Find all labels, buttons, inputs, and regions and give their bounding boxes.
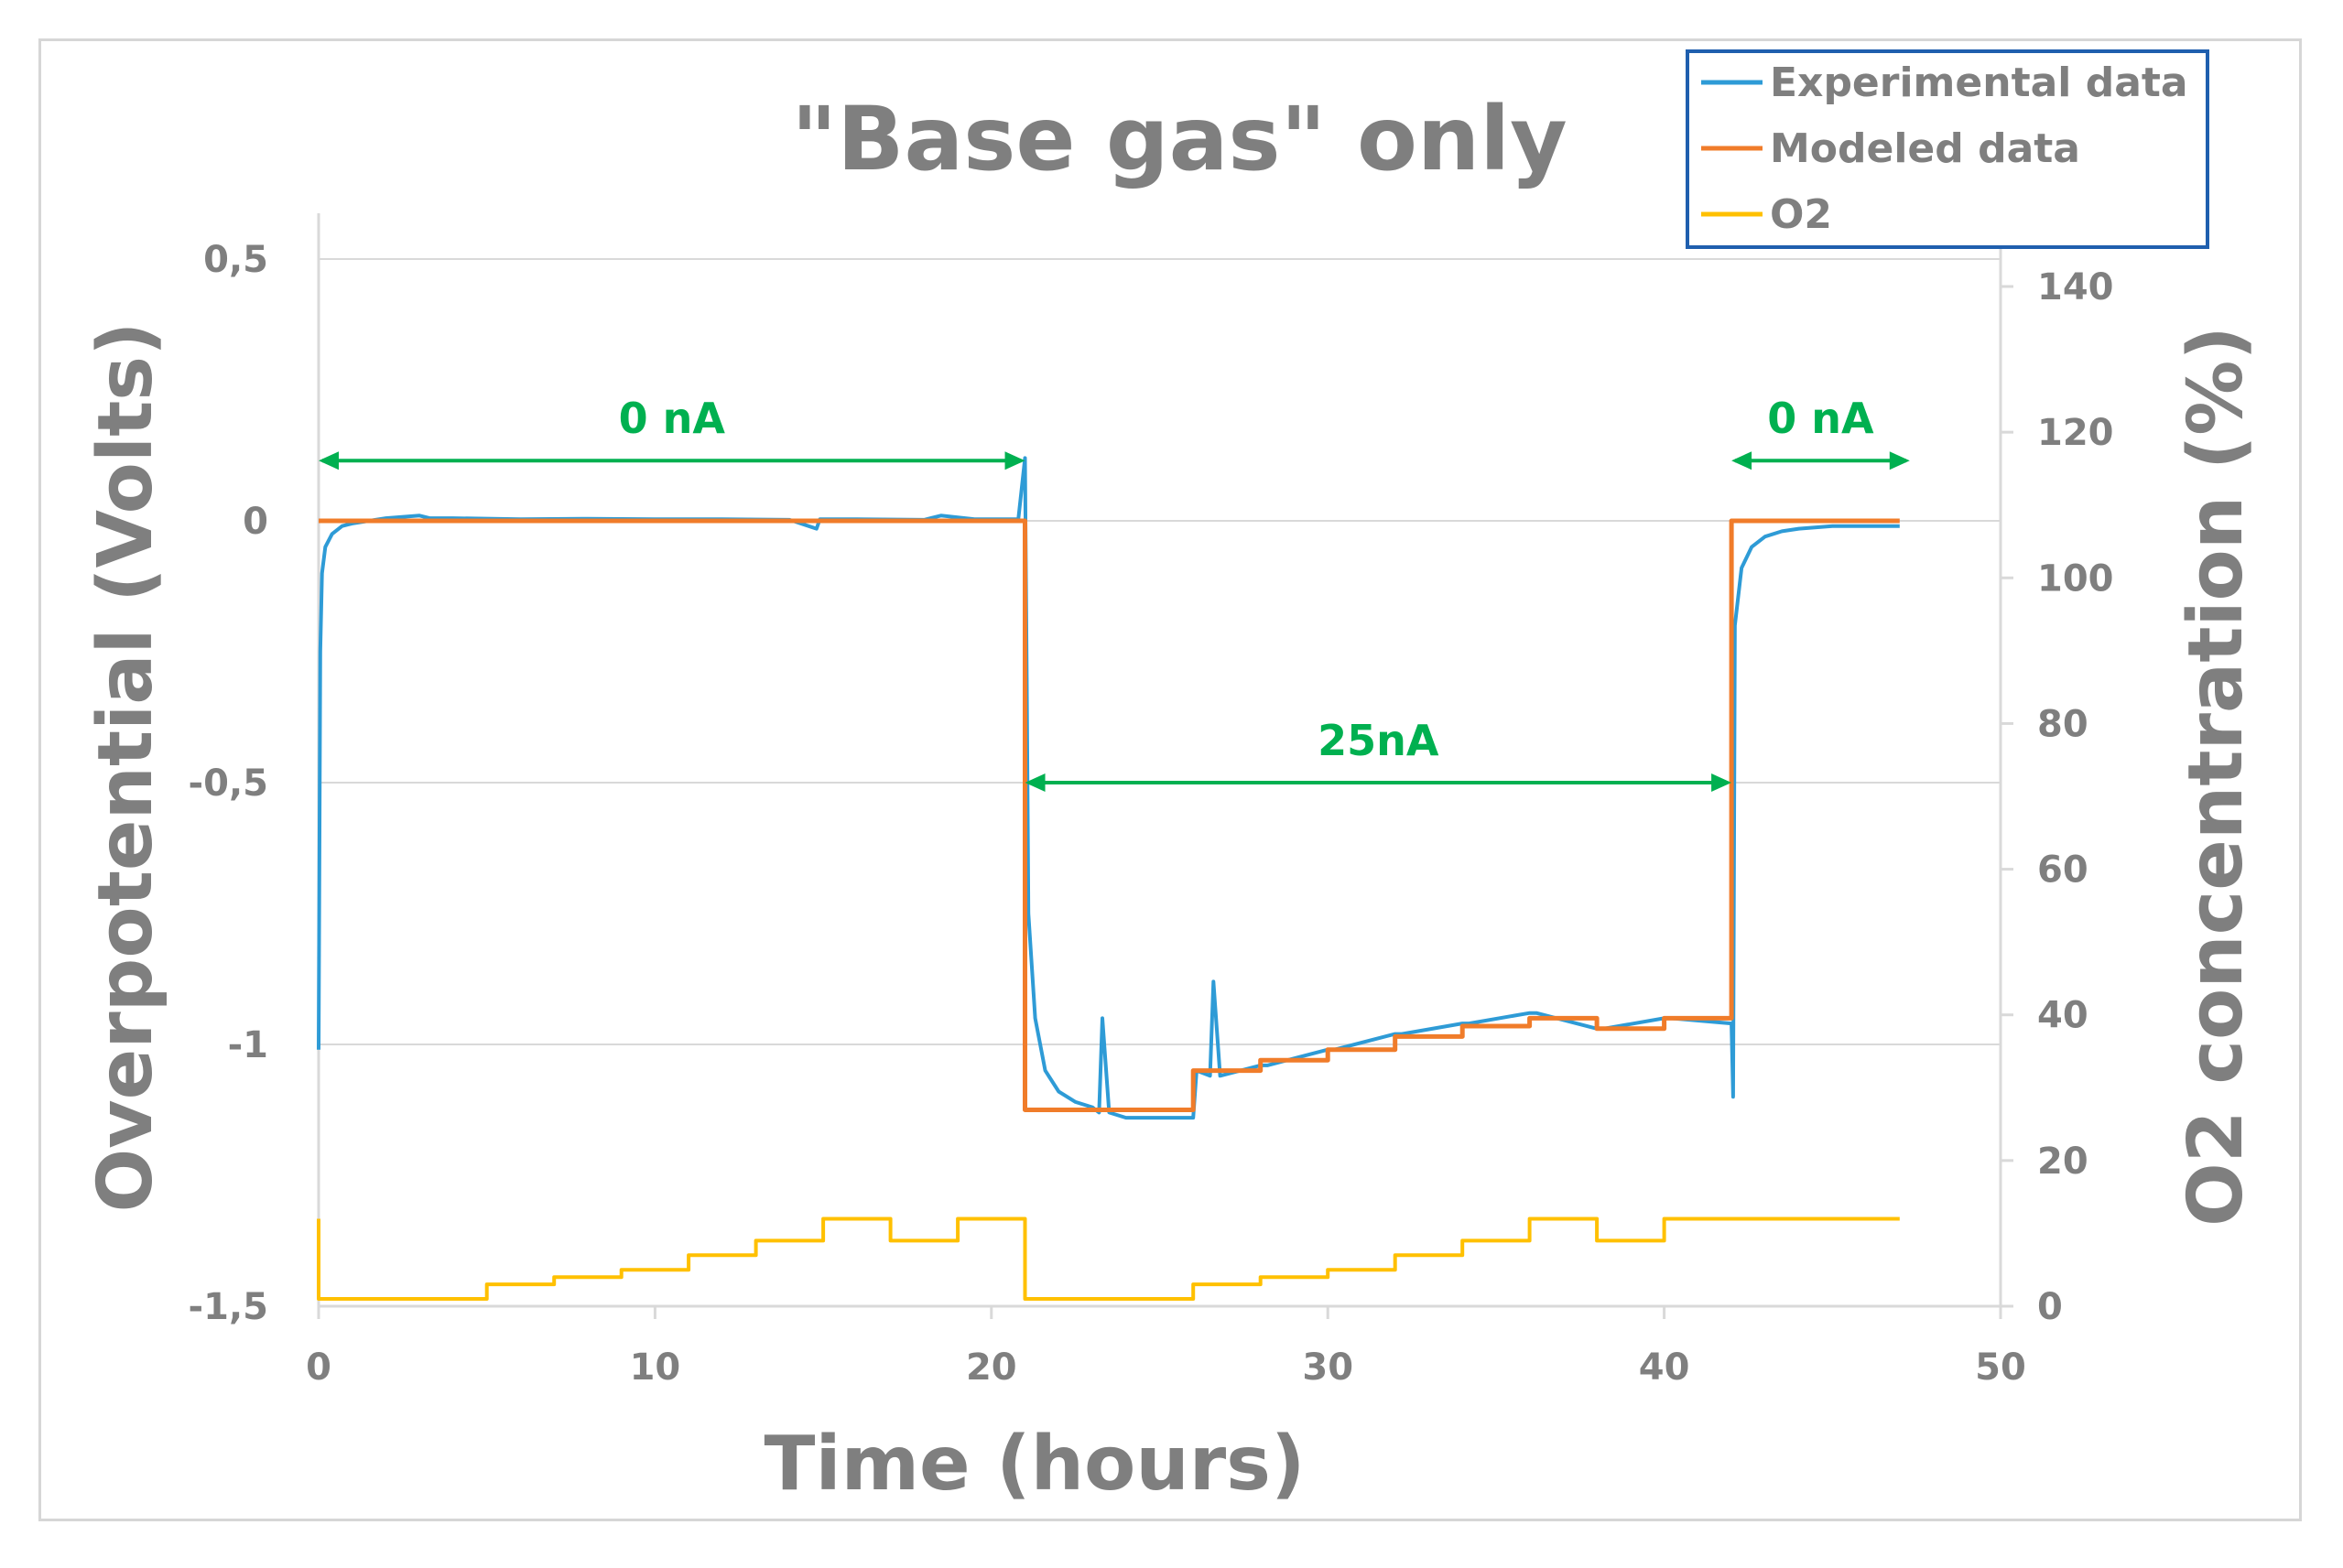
y2-tick-label-0: 140 xyxy=(2037,266,2114,308)
x-tick-label-3: 30 xyxy=(1302,1346,1353,1389)
y-tick-label-0: 0,5 xyxy=(203,239,268,281)
y2-tick-label-1: 120 xyxy=(2037,412,2114,454)
y2-tick-label-7: 0 xyxy=(2037,1286,2063,1328)
annotation-arrowhead-left-2 xyxy=(1731,451,1752,470)
annotation-arrowhead-right-1 xyxy=(1711,773,1732,792)
legend: Experimental data Modeled data O2 xyxy=(1686,49,2209,249)
y-tick-label-3: -1 xyxy=(228,1024,268,1066)
y-tick-label-4: -1,5 xyxy=(189,1286,268,1328)
annotation-arrowhead-right-0 xyxy=(1004,451,1025,470)
y2-tick-label-4: 60 xyxy=(2037,849,2088,892)
x-tick-label-1: 10 xyxy=(630,1346,681,1389)
chart-frame xyxy=(38,38,2302,1521)
series-line-modeled xyxy=(319,518,1900,1112)
legend-label-experimental: Experimental data xyxy=(1770,59,2188,106)
y-tick-label-1: 0 xyxy=(243,501,268,543)
legend-box xyxy=(1686,49,2209,249)
x-tick-label-5: 50 xyxy=(1975,1346,2026,1389)
y-axis-title: Overpotential (Volts) xyxy=(82,321,169,1212)
annotation-arrowhead-left-1 xyxy=(1025,773,1046,792)
series-layer xyxy=(317,456,1900,1301)
annotation-label-0: 0 nA xyxy=(619,394,726,443)
y2-axis-title: O2 concentration (%) xyxy=(2173,326,2260,1227)
annotation-arrowhead-left-0 xyxy=(319,451,339,470)
annotation-layer: 0 nA 25nA 0 nA xyxy=(319,394,1910,792)
axes-layer: 0,5 0 -0,5 -1 -1,5 140 120 100 80 60 40 20 0 0 10 20 30 4… xyxy=(189,213,2114,1389)
legend-label-o2: O2 xyxy=(1770,191,1832,238)
series-line-o2 xyxy=(317,1217,1900,1301)
annotation-arrowhead-right-2 xyxy=(1889,451,1910,470)
y2-tick-label-5: 40 xyxy=(2037,995,2088,1037)
x-tick-label-0: 0 xyxy=(306,1346,331,1389)
y-tick-label-2: -0,5 xyxy=(189,762,268,805)
y2-tick-label-6: 20 xyxy=(2037,1141,2088,1183)
y2-tick-label-3: 80 xyxy=(2037,703,2088,745)
annotation-label-1: 25nA xyxy=(1318,716,1439,765)
legend-label-modeled: Modeled data xyxy=(1770,125,2080,172)
y2-tick-label-2: 100 xyxy=(2037,557,2114,600)
chart-title: "Base gas" only xyxy=(791,88,1567,190)
x-tick-label-2: 20 xyxy=(966,1346,1017,1389)
grid-layer xyxy=(319,258,2001,1045)
annotation-label-2: 0 nA xyxy=(1767,394,1874,443)
x-tick-label-4: 40 xyxy=(1639,1346,1690,1389)
x-axis-title: Time (hours) xyxy=(765,1421,1306,1508)
